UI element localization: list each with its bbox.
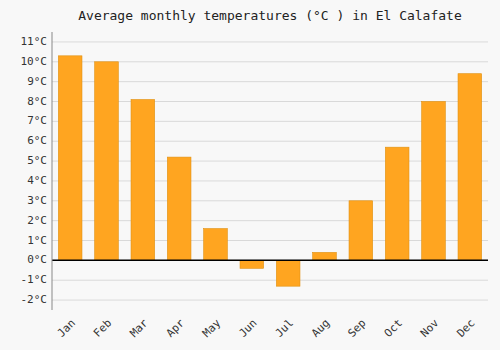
y-axis-line <box>52 32 53 310</box>
bar <box>58 56 82 261</box>
y-tick-label: 2°C <box>27 214 47 227</box>
x-tick-label: May <box>200 316 224 340</box>
x-tick-label: Apr <box>164 316 188 340</box>
bar <box>458 74 482 261</box>
background <box>0 0 500 350</box>
bar <box>276 260 300 286</box>
y-tick-label: 10°C <box>21 55 48 68</box>
y-tick-label: -1°C <box>21 273 48 286</box>
x-tick-label: Jul <box>273 317 296 340</box>
bar <box>95 62 119 261</box>
bar <box>204 229 228 261</box>
y-tick-label: 4°C <box>27 174 47 187</box>
x-tick-label: Feb <box>91 317 114 340</box>
y-tick-label: -2°C <box>21 293 48 306</box>
grid <box>52 42 488 300</box>
grid-line <box>52 300 488 301</box>
x-tick-label: Sep <box>345 317 368 340</box>
title: Average monthly temperatures (°C ) in El… <box>78 8 462 23</box>
y-tick-label: 1°C <box>27 234 47 247</box>
bars <box>58 56 481 286</box>
chart: Average monthly temperatures (°C ) in El… <box>0 0 500 350</box>
bar <box>167 157 191 260</box>
y-tick-label: 0°C <box>27 253 47 266</box>
x-tick-label: Jan <box>55 317 78 340</box>
x-tick-label: Dec <box>454 317 477 340</box>
x-tick-label: Mar <box>127 316 151 340</box>
y-tick-label: 11°C <box>21 35 48 48</box>
grid-line <box>52 41 488 42</box>
x-tick-label: Nov <box>418 316 442 340</box>
bar <box>131 100 155 261</box>
y-tick-label: 5°C <box>27 154 47 167</box>
bar <box>349 201 373 261</box>
y-tick-label: 7°C <box>27 114 47 127</box>
bar <box>240 260 264 268</box>
bar <box>385 147 409 260</box>
grid-line <box>52 260 488 261</box>
zero-line <box>52 260 488 262</box>
bar <box>313 252 337 260</box>
x-tick-label: Jun <box>236 317 259 340</box>
y-tick-label: 6°C <box>27 134 47 147</box>
y-tick-label: 3°C <box>27 194 47 207</box>
bar <box>422 102 446 261</box>
y-tick-label: 8°C <box>27 95 47 108</box>
y-tick-label: 9°C <box>27 75 47 88</box>
x-tick-label: Oct <box>382 317 405 340</box>
grid-line <box>52 280 488 281</box>
x-tick-label: Aug <box>309 317 332 340</box>
